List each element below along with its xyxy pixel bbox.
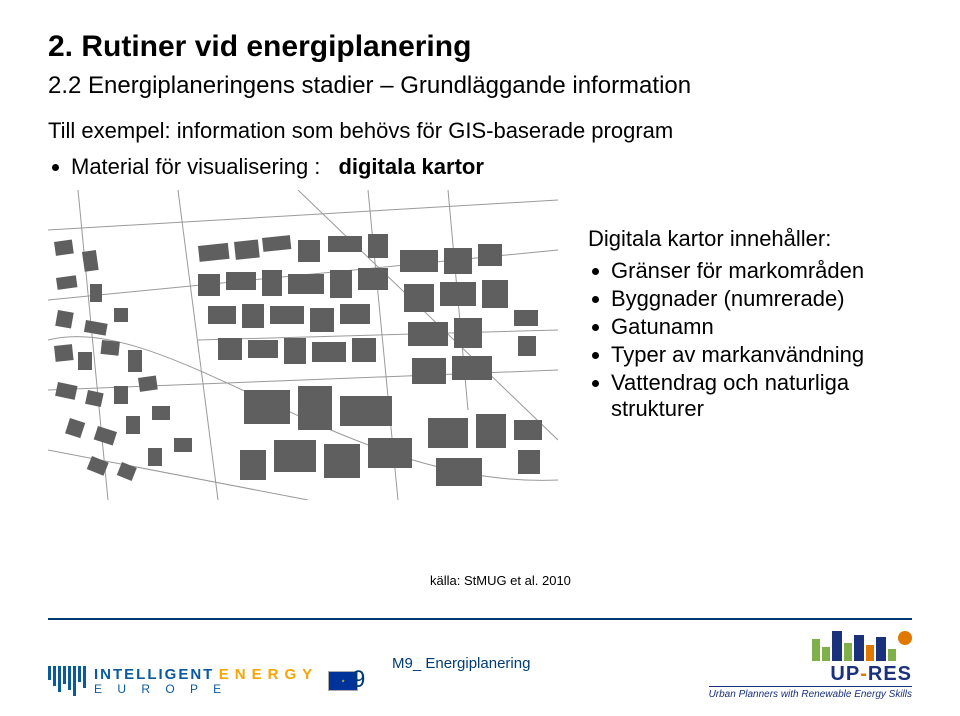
bullet-dot-icon: [592, 268, 599, 275]
ie-word-europe: E U R O P E: [94, 682, 318, 696]
list-item: Typer av markanvändning: [588, 342, 912, 368]
upres-dash: -: [860, 663, 868, 685]
bullet-visualisation: Material för visualisering : digitala ka…: [48, 154, 912, 180]
list-item-label: Vattendrag och naturliga strukturer: [611, 370, 912, 422]
map-svg: [48, 190, 558, 500]
list-heading: Digitala kartor innehåller:: [588, 226, 912, 252]
digital-map-figure: [48, 190, 558, 500]
slide: 2. Rutiner vid energiplanering 2.2 Energ…: [0, 0, 960, 716]
bullet-bold: digitala kartor: [338, 154, 483, 180]
right-column: Digitala kartor innehåller: Gränser för …: [568, 190, 912, 500]
footer: INTELLIGENT ENERGY E U R O P E 9 M9_ Ene…: [0, 624, 960, 716]
list-item-label: Typer av markanvändning: [611, 342, 864, 368]
upres-up: UP: [830, 663, 860, 685]
list-item: Gränser för markområden: [588, 258, 912, 284]
slide-title: 2. Rutiner vid energiplanering: [48, 30, 912, 64]
footer-divider: [48, 618, 912, 620]
bullet-dot-icon: [52, 164, 59, 171]
footer-module-title: M9_ Energiplanering: [392, 655, 530, 672]
upres-res: RES: [868, 663, 912, 685]
list-item: Byggnader (numrerade): [588, 286, 912, 312]
source-caption: källa: StMUG et al. 2010: [430, 573, 571, 588]
slide-subtitle: 2.2 Energiplaneringens stadier – Grundlä…: [48, 72, 912, 100]
ie-bars-icon: [48, 666, 86, 696]
upres-brand: UP-RES: [709, 663, 912, 686]
page-number: 9: [352, 666, 365, 694]
bullet-dot-icon: [592, 296, 599, 303]
intelligent-energy-logo: INTELLIGENT ENERGY E U R O P E: [48, 666, 358, 696]
content-row: Digitala kartor innehåller: Gränser för …: [48, 190, 912, 500]
bullet-dot-icon: [592, 324, 599, 331]
list-item: Gatunamn: [588, 314, 912, 340]
bullet-label: Material för visualisering :: [71, 154, 320, 180]
ie-text: INTELLIGENT ENERGY E U R O P E: [94, 666, 318, 696]
list-item: Vattendrag och naturliga strukturer: [588, 370, 912, 422]
intro-text: Till exempel: information som behövs för…: [48, 118, 912, 144]
list-item-label: Byggnader (numrerade): [611, 286, 845, 312]
map-column: [48, 190, 568, 500]
upres-logo: UP-RES Urban Planners with Renewable Ene…: [709, 625, 912, 700]
ie-word-intelligent: INTELLIGENT: [94, 666, 214, 683]
upres-tagline: Urban Planners with Renewable Energy Ski…: [709, 686, 912, 700]
list-item-label: Gränser för markområden: [611, 258, 864, 284]
ie-word-energy: ENERGY: [219, 666, 318, 683]
list-item-label: Gatunamn: [611, 314, 714, 340]
bullet-dot-icon: [592, 352, 599, 359]
upres-skyline-icon: [709, 625, 912, 661]
bullet-dot-icon: [592, 380, 599, 387]
